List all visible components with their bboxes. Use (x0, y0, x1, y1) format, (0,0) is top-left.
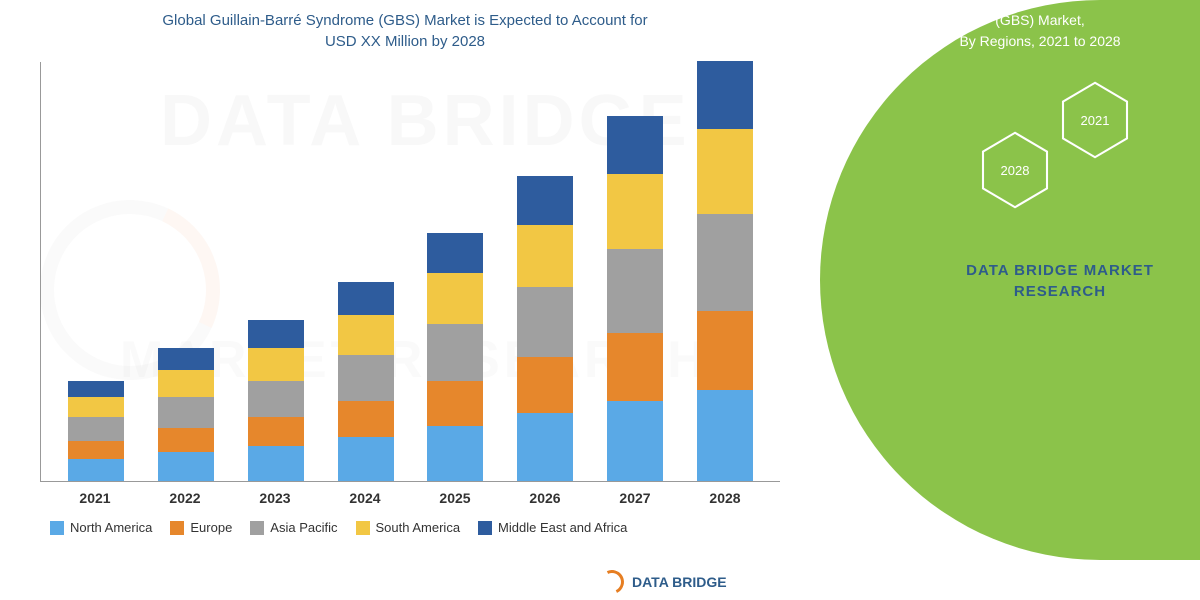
bar-segment (607, 116, 663, 174)
bar-segment (427, 426, 483, 481)
hex-label-2028: 2028 (1001, 163, 1030, 178)
x-label: 2023 (247, 490, 303, 506)
bar-segment (427, 324, 483, 381)
right-panel-title: (GBS) Market, By Regions, 2021 to 2028 (910, 10, 1170, 52)
brand-line1: DATA BRIDGE MARKET (966, 262, 1154, 279)
bar-segment (158, 452, 214, 481)
bar-segment (248, 348, 304, 381)
bar-segment (338, 315, 394, 355)
bar-segment (338, 401, 394, 438)
legend-item: North America (50, 520, 152, 535)
x-label: 2022 (157, 490, 213, 506)
legend-item: South America (356, 520, 461, 535)
bar-2024 (338, 282, 394, 481)
chart-title-line1: Global Guillain-Barré Syndrome (GBS) Mar… (162, 12, 647, 29)
bar-segment (158, 428, 214, 452)
legend-item: Asia Pacific (250, 520, 337, 535)
bar-segment (517, 176, 573, 225)
bar-segment (427, 233, 483, 273)
bar-segment (697, 214, 753, 311)
bar-segment (338, 282, 394, 315)
bar-segment (158, 370, 214, 397)
footer-brand-logo: DATA BRIDGE (600, 570, 727, 594)
right-title-line1: (GBS) Market, (995, 12, 1084, 28)
legend-swatch (250, 521, 264, 535)
bar-segment (248, 381, 304, 418)
legend-swatch (356, 521, 370, 535)
bar-2025 (427, 233, 483, 481)
legend-swatch (478, 521, 492, 535)
right-panel: (GBS) Market, By Regions, 2021 to 2028 2… (800, 0, 1200, 600)
brand-line2: RESEARCH (1014, 283, 1106, 300)
bar-segment (697, 390, 753, 481)
bar-segment (607, 249, 663, 333)
bar-segment (248, 417, 304, 446)
chart-panel: DATA BRIDGE MARKET RESEARCH Global Guill… (0, 0, 800, 600)
bar-segment (607, 333, 663, 401)
bar-segment (248, 446, 304, 481)
legend-label: North America (70, 520, 152, 535)
bar-segment (517, 287, 573, 356)
chart-title-line2: USD XX Million by 2028 (325, 33, 485, 50)
hex-badge-2028: 2028 (980, 130, 1050, 210)
bar-segment (697, 129, 753, 215)
bar-segment (158, 397, 214, 428)
bar-2022 (158, 348, 214, 481)
main-container: DATA BRIDGE MARKET RESEARCH Global Guill… (0, 0, 1200, 600)
chart-title: Global Guillain-Barré Syndrome (GBS) Mar… (30, 10, 780, 52)
bar-segment (517, 413, 573, 481)
legend-label: Asia Pacific (270, 520, 337, 535)
bar-segment (607, 401, 663, 481)
bar-segment (68, 397, 124, 417)
footer-brand-text: DATA BRIDGE (632, 574, 727, 590)
bar-segment (697, 61, 753, 129)
x-label: 2028 (697, 490, 753, 506)
footer-arc-icon (597, 567, 628, 598)
x-label: 2025 (427, 490, 483, 506)
x-label: 2026 (517, 490, 573, 506)
right-title-line2: By Regions, 2021 to 2028 (959, 33, 1120, 49)
bar-segment (68, 417, 124, 441)
hex-badge-2021: 2021 (1060, 80, 1130, 160)
bar-segment (68, 381, 124, 397)
bar-2021 (68, 381, 124, 481)
bar-2027 (607, 116, 663, 481)
legend-label: South America (376, 520, 461, 535)
bar-segment (248, 320, 304, 347)
legend-label: Europe (190, 520, 232, 535)
bar-segment (607, 174, 663, 249)
legend: North America Europe Asia Pacific South Ame… (50, 520, 780, 535)
bar-2026 (517, 176, 573, 481)
bar-segment (427, 273, 483, 324)
legend-swatch (50, 521, 64, 535)
bar-segment (517, 357, 573, 414)
bar-segment (338, 437, 394, 481)
x-label: 2024 (337, 490, 393, 506)
legend-label: Middle East and Africa (498, 520, 627, 535)
bar-segment (68, 441, 124, 459)
bar-2028 (697, 61, 753, 481)
bar-segment (158, 348, 214, 370)
bar-segment (697, 311, 753, 390)
bars-container (41, 62, 780, 481)
chart-area (40, 62, 780, 482)
legend-item: Middle East and Africa (478, 520, 627, 535)
bar-segment (517, 225, 573, 287)
x-label: 2027 (607, 490, 663, 506)
legend-item: Europe (170, 520, 232, 535)
hex-label-2021: 2021 (1081, 113, 1110, 128)
brand-name: DATA BRIDGE MARKET RESEARCH (950, 260, 1170, 302)
legend-swatch (170, 521, 184, 535)
bar-2023 (248, 320, 304, 481)
x-label: 2021 (67, 490, 123, 506)
bar-segment (427, 381, 483, 427)
x-axis-labels: 2021 2022 2023 2024 2025 2026 2027 2028 (30, 482, 780, 506)
bar-segment (68, 459, 124, 481)
bar-segment (338, 355, 394, 401)
